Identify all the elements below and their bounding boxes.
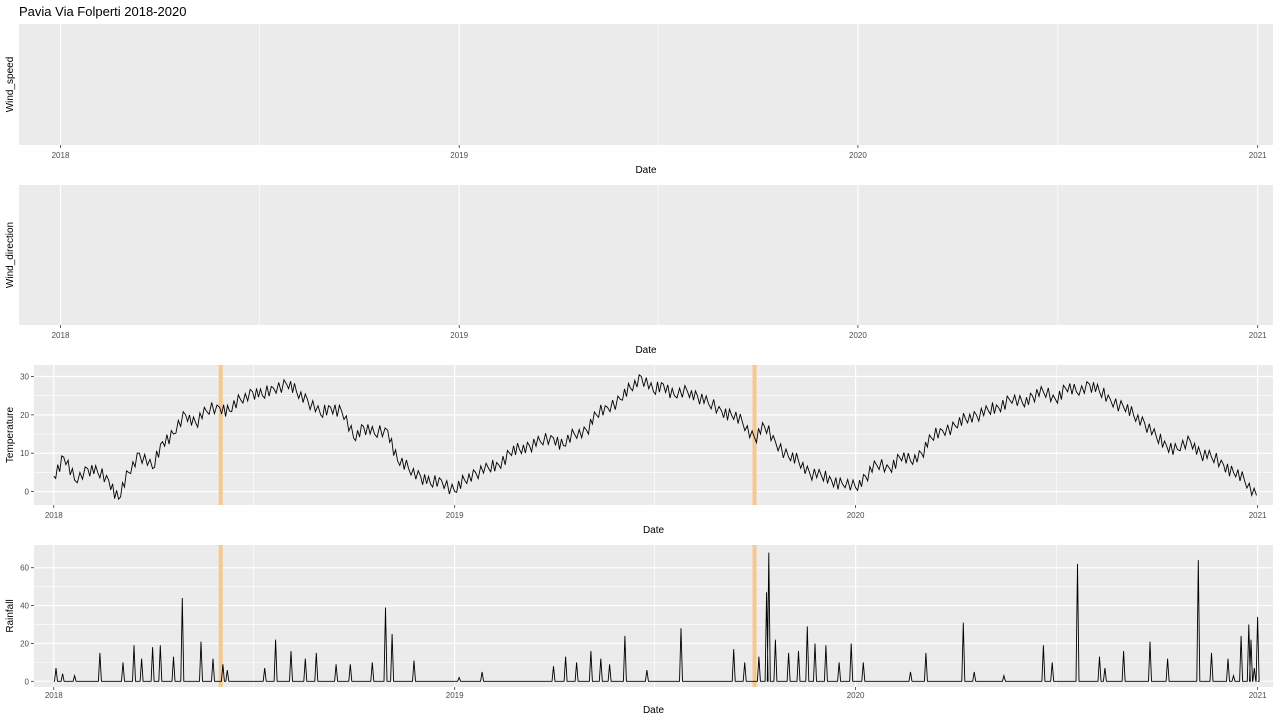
panel-background xyxy=(34,545,1273,687)
y-tick-label: 20 xyxy=(20,411,29,420)
x-tick-label: 2020 xyxy=(847,511,865,520)
x-tick-label: 2019 xyxy=(450,331,468,340)
y-tick-label: 0 xyxy=(25,677,30,686)
x-tick-label: 2018 xyxy=(52,151,70,160)
panel-background xyxy=(19,185,1273,325)
y-tick-label: 40 xyxy=(20,602,29,611)
y-axis-label: Rainfall xyxy=(5,599,16,632)
x-tick-label: 2021 xyxy=(1249,691,1267,700)
x-tick-label: 2018 xyxy=(52,331,70,340)
y-tick-label: 10 xyxy=(20,449,29,458)
x-axis-label: Date xyxy=(643,525,665,536)
x-tick-label: 2021 xyxy=(1249,331,1267,340)
temperature-line xyxy=(53,373,1257,501)
y-axis-label: Wind_speed xyxy=(5,57,16,113)
y-tick-label: 20 xyxy=(20,639,29,648)
highlight-band xyxy=(218,365,223,505)
y-axis-label: Temperature xyxy=(5,406,16,463)
panel-background xyxy=(19,24,1273,145)
x-tick-label: 2020 xyxy=(847,691,865,700)
highlight-band xyxy=(218,545,223,687)
x-tick-label: 2019 xyxy=(446,691,464,700)
x-tick-label: 2021 xyxy=(1249,511,1267,520)
x-tick-label: 2021 xyxy=(1249,151,1267,160)
x-tick-label: 2019 xyxy=(446,511,464,520)
x-tick-label: 2020 xyxy=(849,151,867,160)
x-axis-label: Date xyxy=(635,345,657,356)
y-tick-label: 60 xyxy=(20,564,29,573)
chart-title: Pavia Via Folperti 2018-2020 xyxy=(19,4,187,19)
x-axis-label: Date xyxy=(643,705,665,716)
highlight-band xyxy=(752,545,757,687)
x-axis-label: Date xyxy=(635,165,657,176)
panel-background xyxy=(34,365,1273,505)
y-axis-label: Wind_direction xyxy=(5,222,16,288)
rainfall-line xyxy=(53,552,1260,682)
x-tick-label: 2018 xyxy=(45,511,63,520)
y-tick-label: 0 xyxy=(25,488,30,497)
x-tick-label: 2018 xyxy=(45,691,63,700)
x-tick-label: 2020 xyxy=(849,331,867,340)
highlight-band xyxy=(752,365,757,505)
x-tick-label: 2019 xyxy=(450,151,468,160)
y-tick-label: 30 xyxy=(20,373,29,382)
